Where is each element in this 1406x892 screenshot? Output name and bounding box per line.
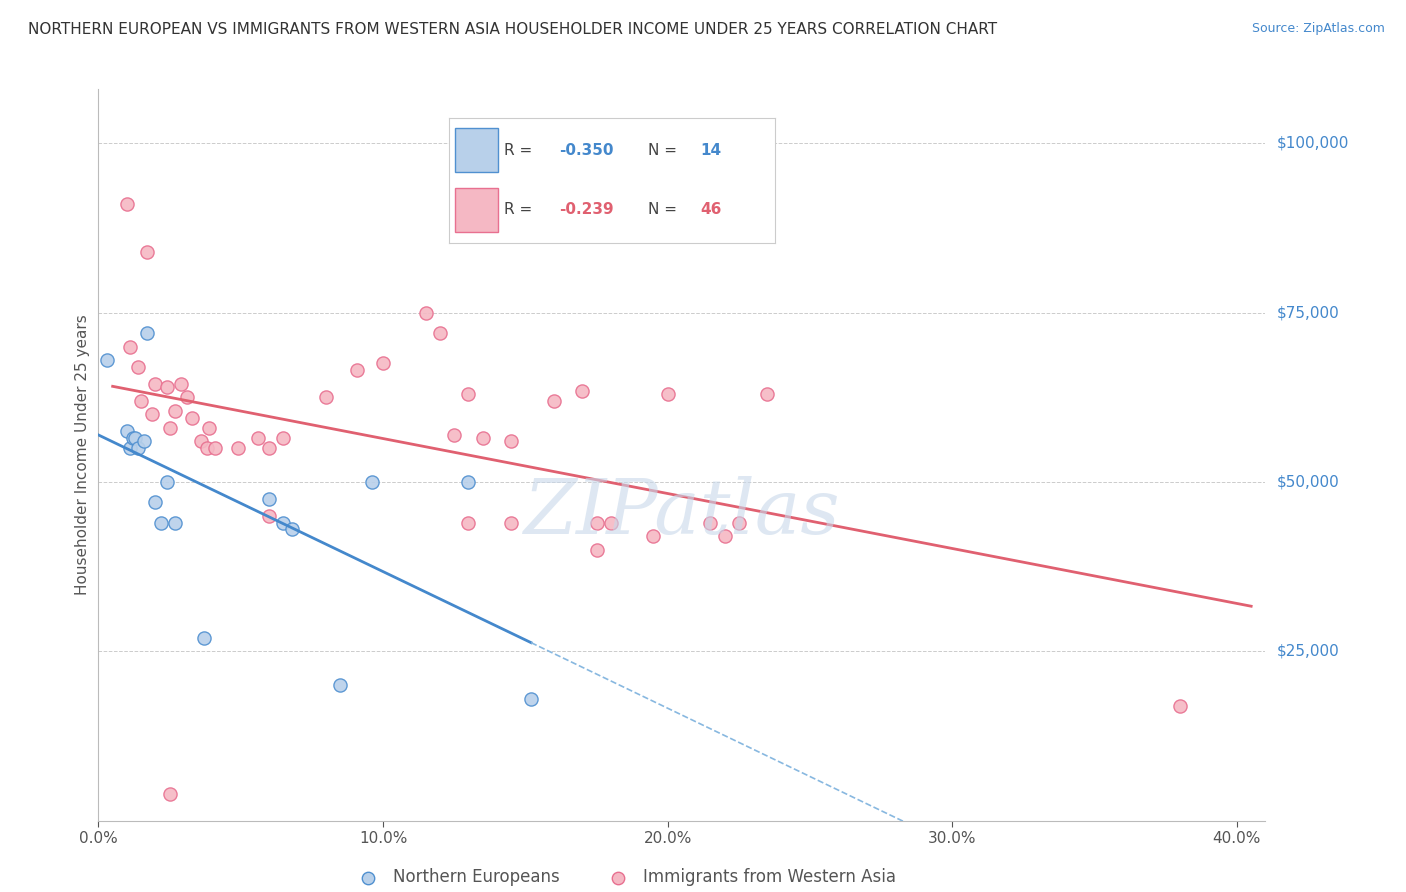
Point: [457, 387, 479, 401]
Point: [132, 434, 155, 449]
Point: [165, 516, 187, 530]
Point: [329, 678, 352, 692]
Point: [713, 529, 735, 543]
Point: [257, 441, 280, 455]
Point: [429, 326, 451, 340]
Point: [585, 516, 607, 530]
Point: [727, 516, 749, 530]
Point: [193, 631, 215, 645]
Point: [150, 516, 173, 530]
Point: [198, 421, 221, 435]
Point: [165, 404, 187, 418]
Point: [96, 353, 118, 368]
Point: [156, 475, 179, 489]
Point: [129, 393, 152, 408]
Point: [457, 516, 479, 530]
Point: [657, 387, 679, 401]
Point: [118, 340, 141, 354]
Point: [156, 380, 179, 394]
Text: $25,000: $25,000: [1277, 644, 1340, 659]
Text: $50,000: $50,000: [1277, 475, 1340, 490]
Point: [246, 431, 269, 445]
Text: ZIPatlas: ZIPatlas: [523, 476, 841, 550]
Point: [115, 424, 138, 438]
Point: [181, 410, 204, 425]
Point: [501, 516, 523, 530]
Text: $100,000: $100,000: [1277, 136, 1348, 151]
Point: [190, 434, 212, 449]
Point: [124, 431, 146, 445]
Point: [585, 542, 607, 557]
Point: [135, 326, 157, 340]
Point: [143, 495, 166, 509]
Point: [443, 427, 465, 442]
Point: [127, 359, 149, 374]
Point: [501, 434, 523, 449]
Text: Source: ZipAtlas.com: Source: ZipAtlas.com: [1251, 22, 1385, 36]
Point: [135, 244, 157, 259]
Point: [257, 491, 280, 506]
Point: [756, 387, 779, 401]
Point: [143, 376, 166, 391]
Point: [371, 356, 394, 371]
Point: [127, 441, 149, 455]
Point: [699, 516, 721, 530]
Point: [195, 441, 218, 455]
Point: [543, 393, 565, 408]
Point: [204, 441, 226, 455]
Point: [643, 529, 665, 543]
Point: [471, 431, 494, 445]
Point: [346, 363, 368, 377]
Point: [1168, 698, 1191, 713]
Legend: Northern Europeans, Immigrants from Western Asia: Northern Europeans, Immigrants from West…: [344, 862, 903, 892]
Point: [159, 421, 181, 435]
Point: [121, 431, 143, 445]
Point: [226, 441, 249, 455]
Point: [273, 516, 295, 530]
Point: [273, 431, 295, 445]
Point: [571, 384, 593, 398]
Point: [599, 516, 621, 530]
Text: NORTHERN EUROPEAN VS IMMIGRANTS FROM WESTERN ASIA HOUSEHOLDER INCOME UNDER 25 YE: NORTHERN EUROPEAN VS IMMIGRANTS FROM WES…: [28, 22, 997, 37]
Point: [115, 197, 138, 211]
Point: [257, 508, 280, 523]
Text: $75,000: $75,000: [1277, 305, 1340, 320]
Point: [281, 523, 304, 537]
Point: [520, 691, 543, 706]
Point: [141, 407, 163, 421]
Point: [176, 390, 198, 404]
Point: [457, 475, 479, 489]
Point: [170, 376, 193, 391]
Point: [118, 441, 141, 455]
Point: [415, 306, 437, 320]
Point: [315, 390, 337, 404]
Point: [360, 475, 382, 489]
Point: [159, 787, 181, 801]
Y-axis label: Householder Income Under 25 years: Householder Income Under 25 years: [75, 315, 90, 595]
